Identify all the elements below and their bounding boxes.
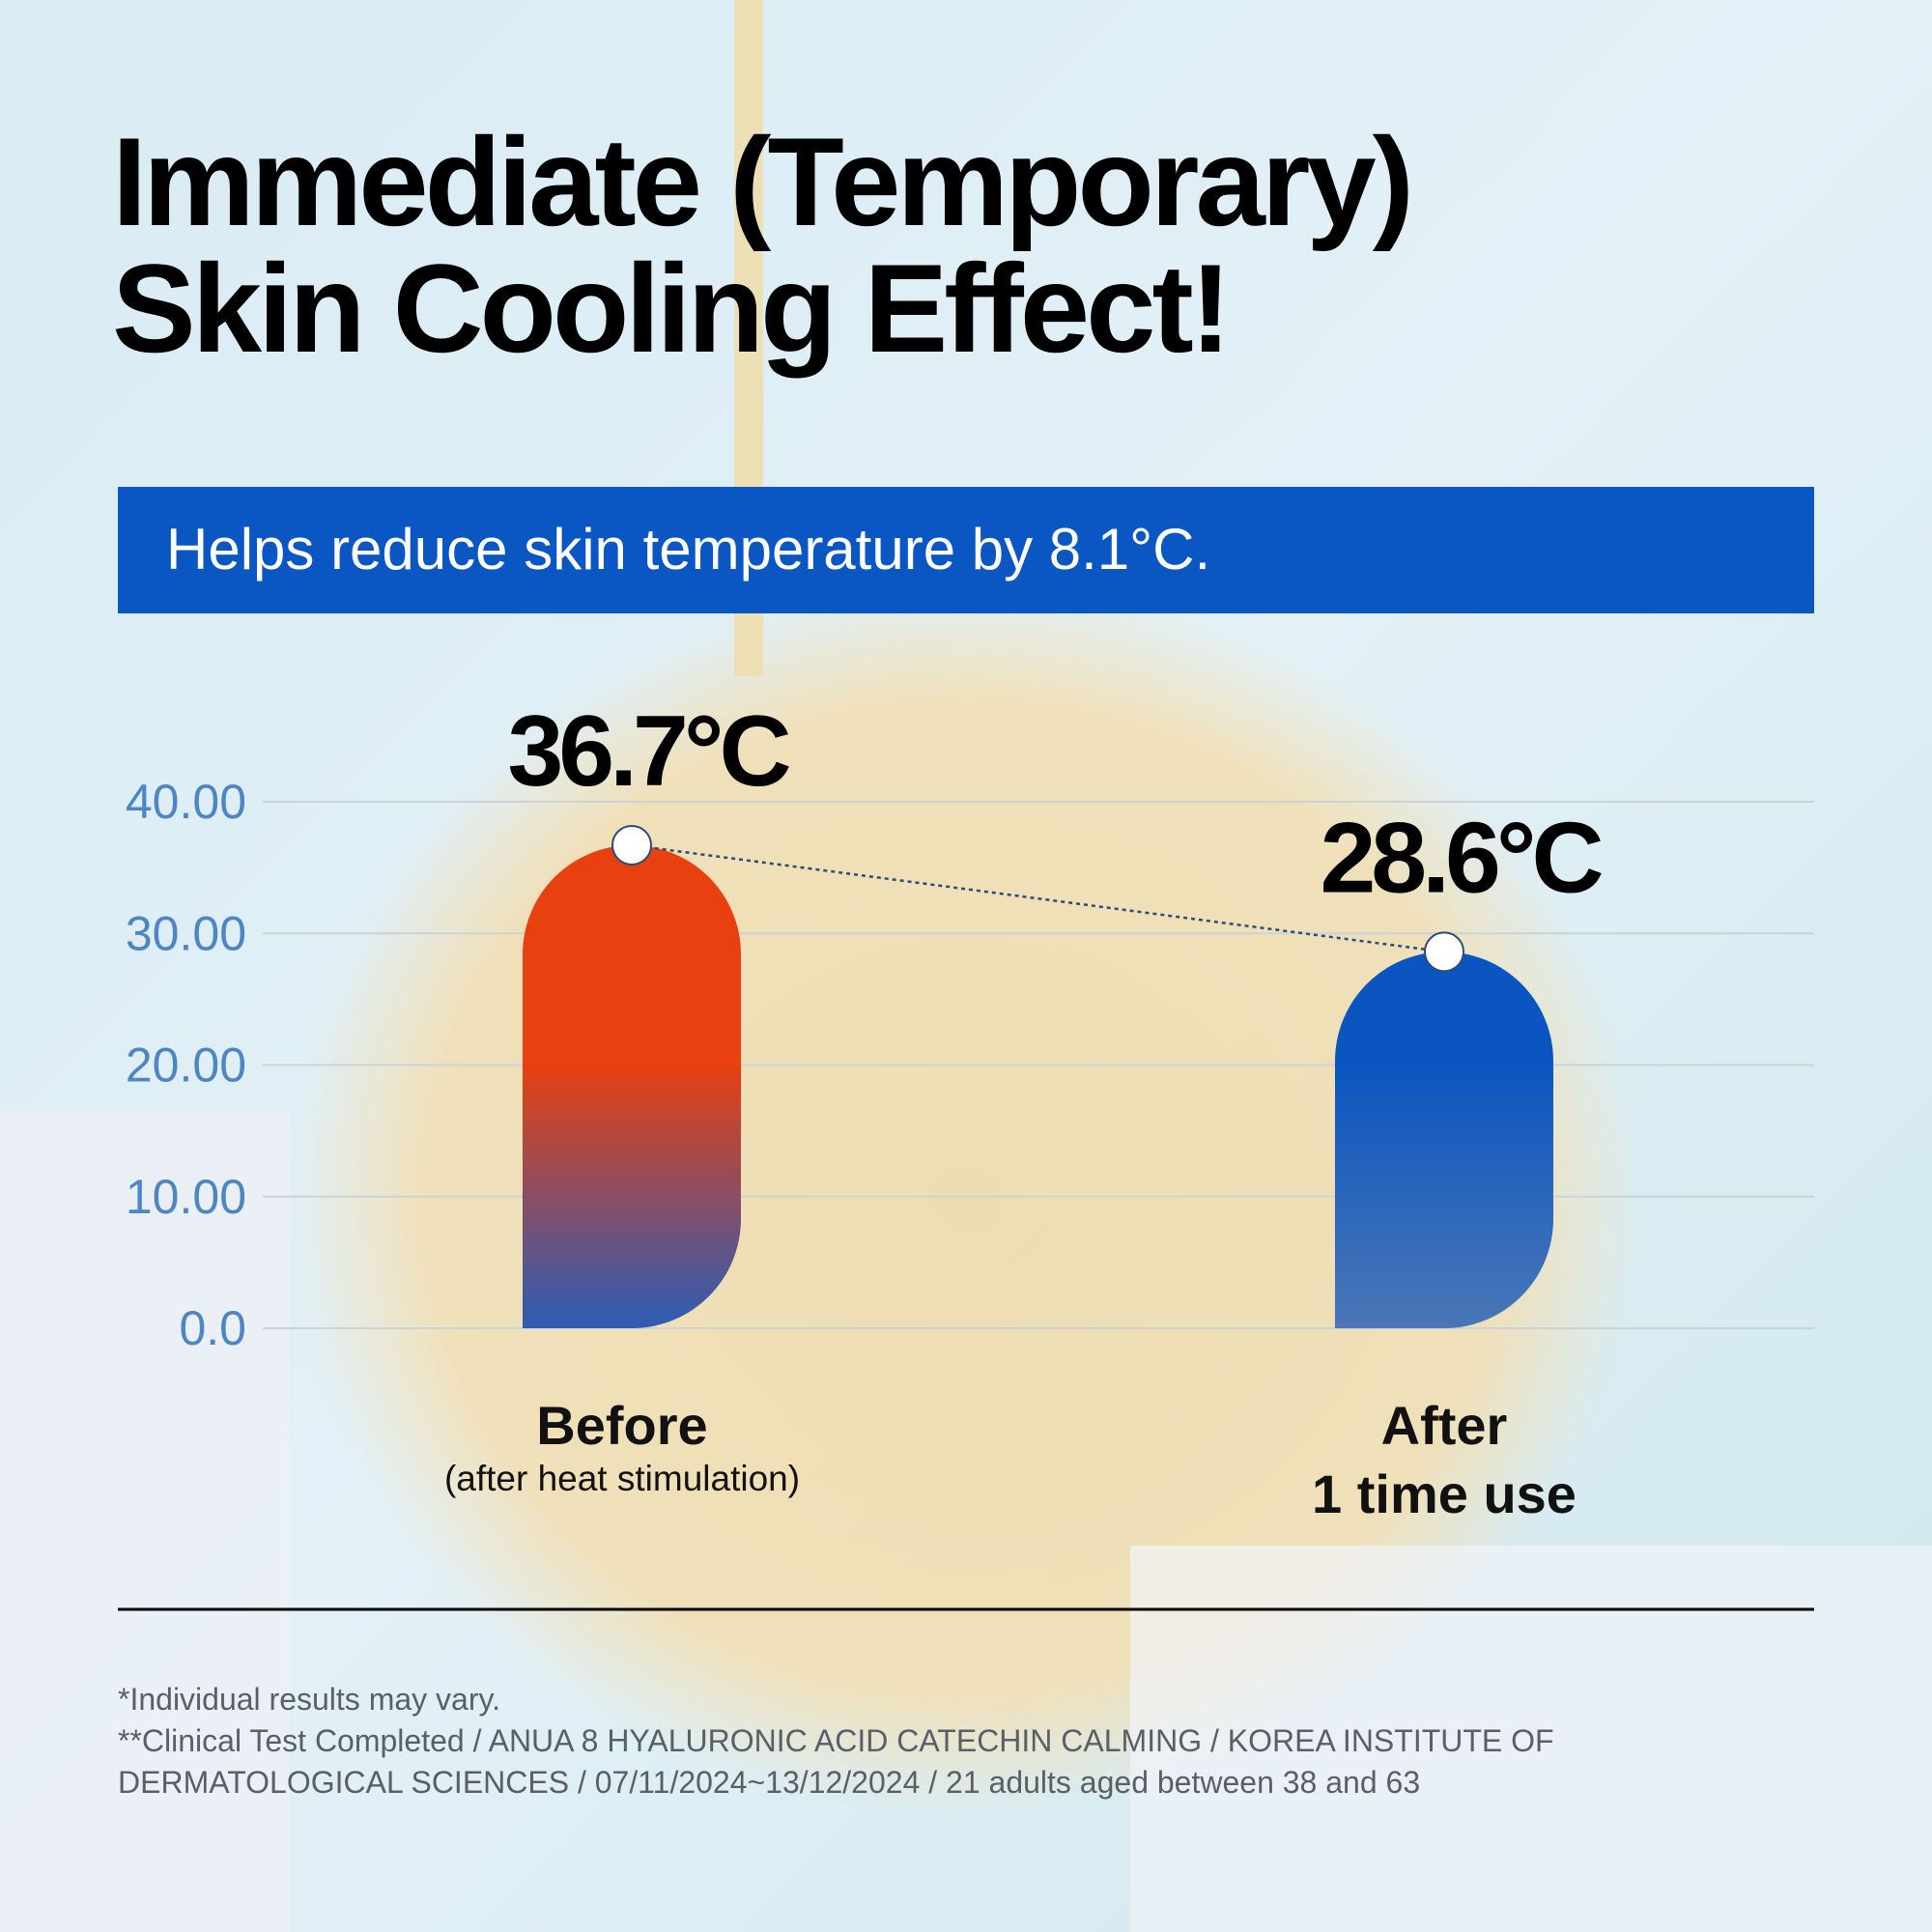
title: Immediate (Temporary) Skin Cooling Effec… (112, 111, 1414, 379)
y-tick-label: 10.00 (126, 1170, 246, 1224)
footnotes: *Individual results may vary. **Clinical… (118, 1679, 1799, 1804)
title-line: Skin Cooling Effect! (112, 238, 1228, 379)
title-line: Immediate (Temporary) (112, 111, 1410, 252)
value-dot (611, 824, 652, 866)
x-tick-label: Before (536, 1395, 707, 1456)
value-label: 36.7°C (507, 696, 789, 808)
footnote: **Clinical Test Completed / ANUA 8 HYALU… (118, 1723, 1554, 1800)
x-tick-label: 1 time use (1312, 1463, 1577, 1524)
connector-line (631, 843, 1445, 953)
x-tick-label: (after heat stimulation) (444, 1459, 800, 1498)
bar (1335, 952, 1553, 1328)
decor-ice (0, 1111, 290, 1932)
bar (523, 844, 741, 1328)
y-tick-label: 20.00 (126, 1038, 246, 1093)
value-label: 28.6°C (1320, 802, 1602, 914)
y-tick-label: 40.00 (126, 775, 246, 829)
x-tick-label: After (1381, 1395, 1508, 1456)
y-tick-label: 0.0 (179, 1301, 246, 1355)
subtitle: Helps reduce skin temperature by 8.1°C. (166, 517, 1210, 582)
footnote: *Individual results may vary. (118, 1682, 500, 1717)
subtitle-banner (118, 487, 1814, 613)
value-dot (1424, 931, 1464, 973)
y-tick-label: 30.00 (126, 906, 246, 960)
